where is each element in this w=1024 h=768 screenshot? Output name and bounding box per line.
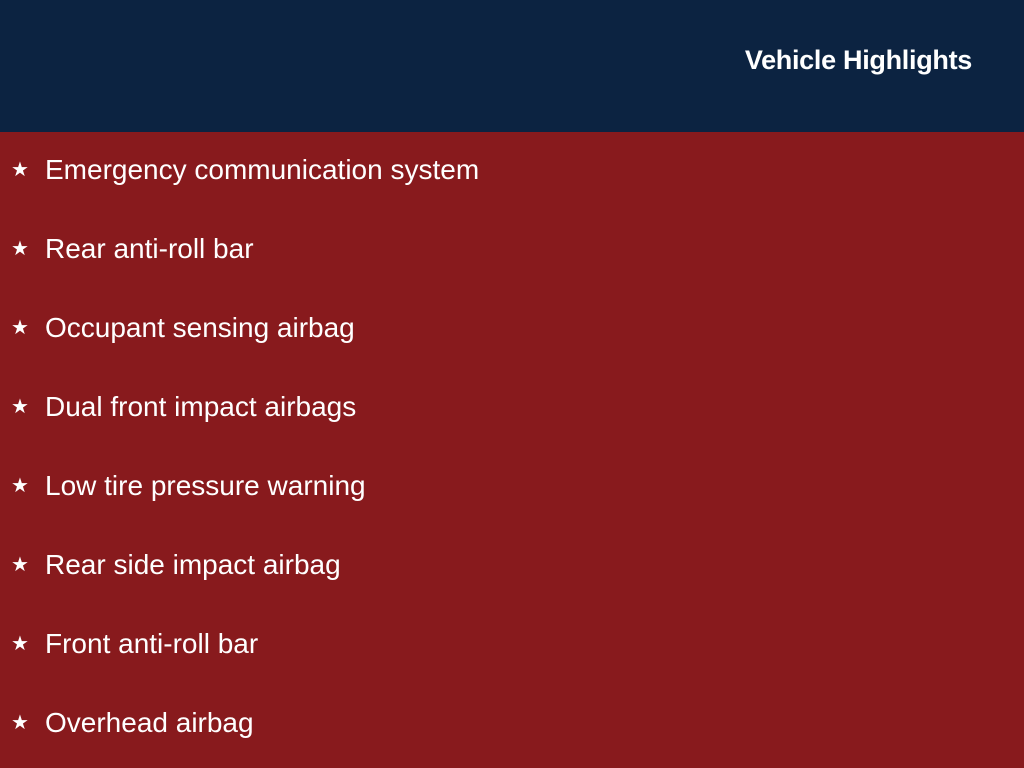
list-item: ★ Low tire pressure warning: [0, 448, 1024, 527]
list-item: ★ Occupant sensing airbag: [0, 290, 1024, 369]
highlight-label: Occupant sensing airbag: [45, 312, 355, 343]
list-item: ★ Emergency communication system: [0, 132, 1024, 211]
page-title: Vehicle Highlights: [744, 45, 972, 75]
highlight-label: Dual front impact airbags: [45, 391, 357, 422]
star-icon: ★: [11, 317, 29, 339]
list-item: ★ Dual front impact airbags: [0, 369, 1024, 448]
header-bar: Vehicle Highlights: [0, 0, 1024, 132]
highlight-label: Low tire pressure warning: [45, 470, 366, 501]
highlight-label: Rear side impact airbag: [45, 549, 341, 580]
highlight-label: Overhead airbag: [45, 707, 254, 738]
list-item: ★ Rear side impact airbag: [0, 527, 1024, 606]
star-icon: ★: [11, 554, 29, 576]
star-icon: ★: [11, 238, 29, 260]
star-icon: ★: [11, 712, 29, 734]
list-item: ★ Front anti-roll bar: [0, 606, 1024, 685]
star-icon: ★: [11, 159, 29, 181]
list-item: ★ Overhead airbag: [0, 685, 1024, 764]
list-item: ★ Rear anti-roll bar: [0, 211, 1024, 290]
star-icon: ★: [11, 633, 29, 655]
star-icon: ★: [11, 396, 29, 418]
highlight-label: Front anti-roll bar: [45, 628, 259, 659]
highlight-label: Rear anti-roll bar: [45, 233, 254, 264]
star-icon: ★: [11, 475, 29, 497]
highlight-label: Emergency communication system: [45, 154, 480, 185]
highlights-list: ★ Emergency communication system ★ Rear an…: [0, 132, 1024, 764]
